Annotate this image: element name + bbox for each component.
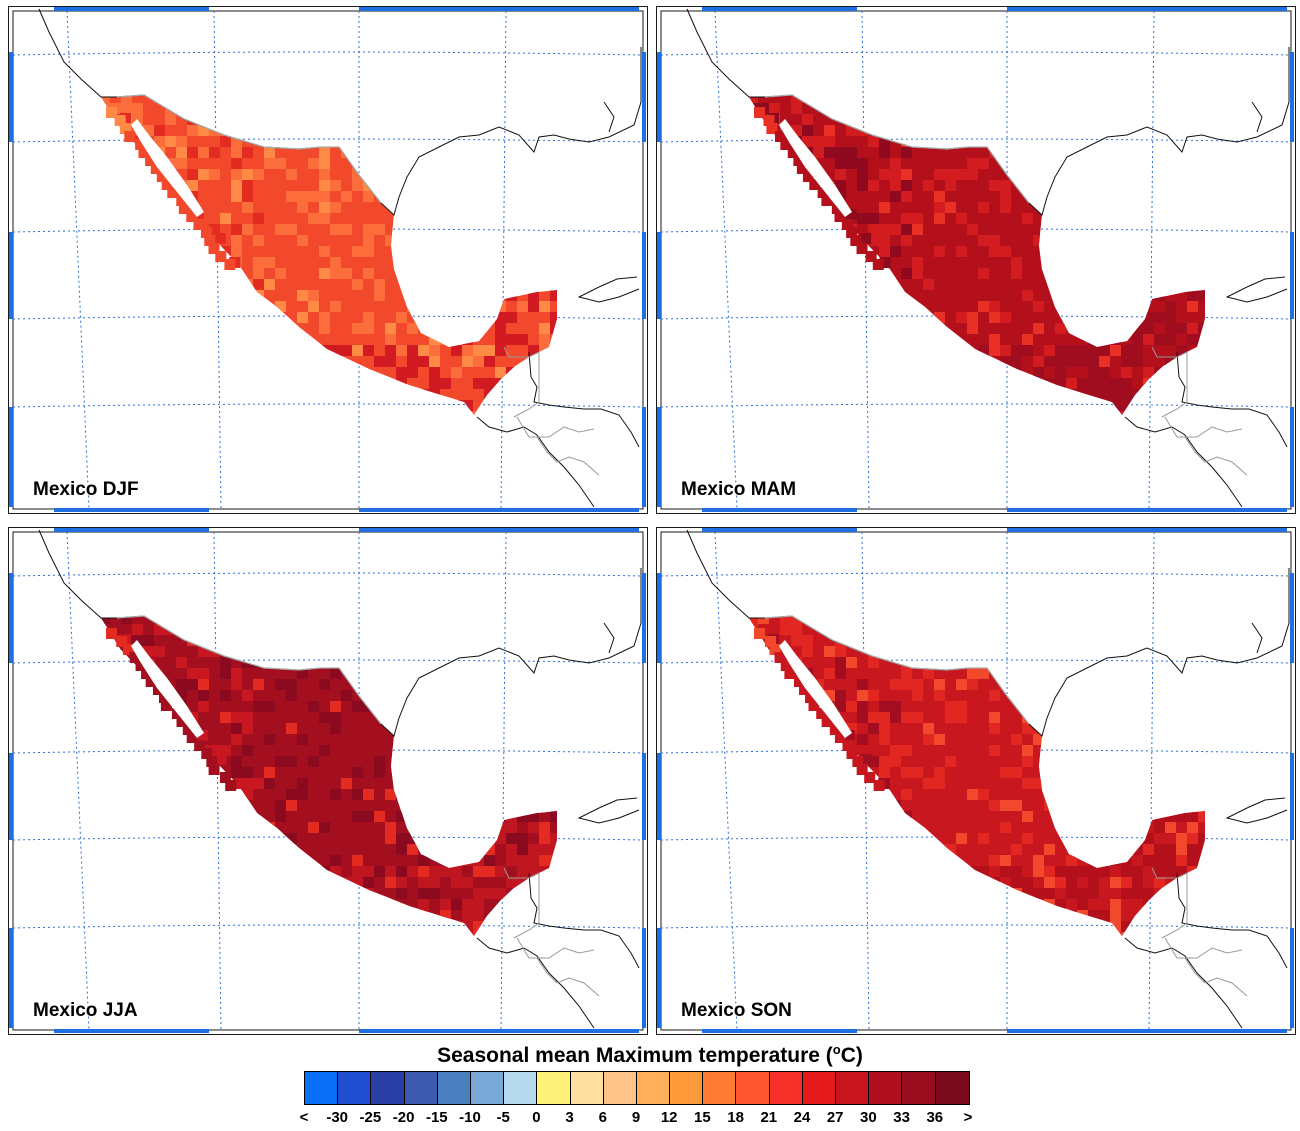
map-frame: [9, 528, 646, 1033]
colorbar-swatch: [902, 1072, 936, 1104]
map-frame: [9, 7, 646, 512]
colorbar-swatch: [570, 1072, 604, 1104]
panel-label: Mexico MAM: [681, 479, 797, 500]
temperature-field: [749, 95, 1205, 415]
colorbar-swatch: [537, 1072, 571, 1104]
colorbar-tick-label: -30: [326, 1109, 349, 1126]
map-canvas: [657, 7, 1294, 512]
colorbar-tick-label: -10: [459, 1109, 481, 1126]
country-borders: [764, 94, 1248, 476]
colorbar-tick-label: 12: [660, 1109, 678, 1126]
panel-label: Mexico SON: [681, 1000, 792, 1021]
temperature-field: [101, 95, 557, 415]
colorbar-tick-label: -20: [392, 1109, 415, 1126]
country-borders: [764, 615, 1248, 997]
colorbar-tick-label: 6: [598, 1109, 607, 1126]
colorbar-tick-label: 9: [631, 1109, 641, 1126]
map-canvas: [657, 528, 1294, 1033]
legend-title-text: Seasonal mean Maximum temperature (: [437, 1044, 833, 1067]
colorbar-swatch: [305, 1072, 339, 1104]
colorbar-tick-label: -15: [425, 1109, 448, 1126]
map-canvas: [9, 7, 646, 512]
degree-symbol: o: [832, 1042, 841, 1057]
panel-label: Mexico JJA: [33, 1000, 138, 1021]
colorbar-swatch: [935, 1072, 969, 1104]
colorbar-swatch: [869, 1072, 903, 1104]
panel-label: Mexico DJF: [33, 479, 139, 500]
country-borders: [116, 94, 600, 476]
colorbar-swatch: [371, 1072, 405, 1104]
colorbar-tick-label: 18: [727, 1109, 744, 1126]
colorbar-tick-label: >: [963, 1109, 973, 1126]
colorbar-swatch: [802, 1072, 836, 1104]
colorbar-ticks: < -30 -25 -20 -15 -10 -5 0 3 6 9 12 15 18 21 24 27 30 33 36…: [294, 1109, 1006, 1131]
colorbar-tick-label: 0: [532, 1109, 541, 1126]
colorbar-swatch: [404, 1072, 438, 1104]
temperature-field: [101, 616, 557, 936]
colorbar-tick-label: 21: [760, 1109, 778, 1126]
colorbar-swatch: [504, 1072, 538, 1104]
colorbar-tick-label: -25: [359, 1109, 382, 1126]
map-panel-jja: Mexico JJA: [8, 527, 648, 1035]
baja-field: [106, 628, 245, 791]
map-panel-son: Mexico SON: [656, 527, 1296, 1035]
baja-field: [754, 107, 891, 270]
map-frame: [657, 7, 1294, 512]
colorbar-tick-label: 24: [793, 1109, 811, 1126]
colorbar-swatch: [636, 1072, 671, 1104]
legend-title-unit: C): [840, 1044, 863, 1067]
colorbar-swatch: [769, 1072, 803, 1104]
colorbar-swatch: [338, 1072, 372, 1104]
country-borders: [116, 615, 600, 997]
map-canvas: [9, 528, 646, 1033]
colorbar-tick-label: 27: [826, 1109, 844, 1126]
colorbar-swatch: [703, 1072, 737, 1104]
colorbar-tick-label: 15: [694, 1109, 711, 1126]
colorbar-tick-label: 36: [926, 1109, 944, 1126]
legend-title: Seasonal mean Maximum temperature (oC): [0, 1042, 1300, 1068]
colorbar-tick-label: 3: [565, 1109, 574, 1126]
map-panel-djf: Mexico DJF: [8, 6, 648, 514]
map-panel-mam: Mexico MAM: [656, 6, 1296, 514]
temperature-field: [749, 616, 1205, 936]
colorbar-swatch: [470, 1072, 505, 1104]
colorbar-tick-label: -5: [496, 1109, 510, 1126]
colorbar: [304, 1071, 970, 1105]
colorbar-swatch: [603, 1072, 637, 1104]
colorbar-tick-label: 33: [893, 1109, 910, 1126]
map-frame: [657, 528, 1294, 1033]
colorbar-tick-label: 30: [860, 1109, 877, 1126]
colorbar-swatch: [736, 1072, 770, 1104]
colorbar-swatch: [836, 1072, 870, 1104]
colorbar-tick-label: <: [299, 1109, 309, 1126]
colorbar-swatch: [670, 1072, 704, 1104]
colorbar-swatch: [437, 1072, 471, 1104]
